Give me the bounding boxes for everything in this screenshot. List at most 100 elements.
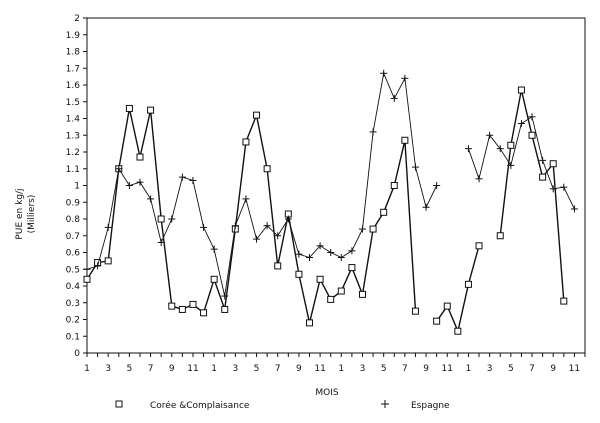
series-layer bbox=[83, 69, 578, 335]
x-axis: 1 3 5 7 9 11 1 3 5 7 9 11 1 3 5 7 9 11 1 3 5 7 9 11 bbox=[84, 353, 586, 374]
data-point-square bbox=[528, 131, 536, 139]
data-point-plus bbox=[475, 175, 483, 183]
x-tick-label: 9 bbox=[169, 364, 175, 374]
data-point-square bbox=[210, 275, 218, 283]
legend-label-coree: Corée &Complaisance bbox=[150, 400, 250, 411]
x-tick-label: 5 bbox=[127, 364, 133, 374]
data-point-plus bbox=[136, 178, 144, 186]
y-tick-label: 0.5 bbox=[66, 265, 80, 275]
y-tick-label: 1.6 bbox=[66, 81, 81, 91]
data-point-plus bbox=[253, 235, 261, 243]
x-tick-label: 7 bbox=[275, 364, 281, 374]
data-point-plus bbox=[517, 120, 525, 128]
data-point-plus bbox=[221, 292, 229, 300]
x-tick-label: 7 bbox=[402, 364, 408, 374]
series-line bbox=[86, 108, 417, 324]
y-tick-label: 1.4 bbox=[66, 115, 81, 125]
data-point-square bbox=[560, 297, 568, 305]
x-tick-label: 3 bbox=[105, 364, 111, 374]
y-tick-label: 0.6 bbox=[66, 249, 81, 259]
data-point-square bbox=[443, 302, 451, 310]
data-point-plus bbox=[528, 113, 536, 121]
data-point-plus bbox=[570, 205, 578, 213]
data-point-plus bbox=[411, 163, 419, 171]
data-point-plus bbox=[539, 156, 547, 164]
plot-frame bbox=[86, 17, 586, 354]
data-point-plus bbox=[507, 161, 515, 169]
data-point-square bbox=[369, 225, 377, 233]
data-point-plus bbox=[168, 215, 176, 223]
series-line bbox=[86, 71, 438, 297]
data-point-plus bbox=[327, 249, 335, 256]
data-point-plus bbox=[157, 238, 165, 246]
data-point-square bbox=[263, 165, 271, 173]
data-point-square bbox=[358, 290, 366, 298]
data-point-plus bbox=[496, 145, 504, 153]
data-point-square bbox=[401, 136, 409, 144]
data-point-square bbox=[274, 262, 282, 270]
data-point-square bbox=[253, 111, 261, 119]
data-point-square bbox=[316, 275, 324, 283]
data-point-square bbox=[125, 104, 133, 112]
data-point-square bbox=[242, 138, 250, 146]
y-tick-label: 0.3 bbox=[66, 299, 80, 309]
plot-border bbox=[86, 17, 586, 354]
data-point-plus bbox=[358, 225, 366, 233]
data-point-plus bbox=[306, 254, 314, 262]
data-point-square bbox=[454, 327, 462, 335]
data-point-plus bbox=[263, 222, 271, 230]
data-point-plus bbox=[115, 165, 123, 173]
data-point-plus bbox=[178, 173, 186, 181]
series-line bbox=[467, 116, 575, 210]
data-point-square bbox=[200, 309, 208, 317]
data-point-square bbox=[221, 305, 229, 313]
data-point-square bbox=[390, 182, 398, 189]
data-point-plus bbox=[560, 183, 568, 191]
data-point-square bbox=[83, 275, 91, 283]
data-point-plus bbox=[348, 247, 356, 255]
data-point-plus bbox=[369, 128, 377, 136]
y-axis: 0 0.1 0.2 0.3 0.4 0.5 0.6 0.7 0.8 0.9 1 1.1 1.2 1.3 1.… bbox=[66, 14, 87, 359]
data-point-square bbox=[496, 232, 504, 240]
x-tick-label: 7 bbox=[148, 364, 154, 374]
x-tick-label: 1 bbox=[338, 364, 344, 374]
y-tick-label: 0.4 bbox=[66, 282, 81, 292]
x-tick-label: 1 bbox=[211, 364, 217, 374]
data-point-square bbox=[189, 300, 197, 308]
data-point-plus bbox=[147, 195, 155, 203]
y-tick-label: 1 bbox=[74, 182, 80, 192]
data-point-square bbox=[306, 319, 314, 327]
y-axis-unit: (Milliers) bbox=[27, 195, 37, 234]
data-point-square bbox=[136, 153, 144, 161]
x-tick-label: 3 bbox=[232, 364, 238, 374]
x-tick-label: 5 bbox=[381, 364, 387, 374]
series-line bbox=[436, 245, 480, 334]
x-tick-label: 3 bbox=[487, 364, 493, 374]
data-point-square bbox=[411, 307, 419, 315]
y-tick-label: 0.2 bbox=[66, 316, 80, 326]
data-point-plus bbox=[274, 232, 282, 240]
y-tick-label: 1.5 bbox=[66, 98, 80, 108]
x-axis-title: MOIS bbox=[315, 388, 339, 398]
data-point-square bbox=[147, 106, 155, 114]
data-point-plus bbox=[337, 254, 345, 262]
data-point-plus bbox=[316, 242, 324, 250]
data-point-plus bbox=[104, 223, 112, 231]
data-point-square bbox=[517, 86, 525, 94]
data-point-plus bbox=[210, 245, 218, 253]
data-point-plus bbox=[231, 222, 239, 230]
data-point-plus bbox=[94, 262, 102, 270]
y-tick-label: 2 bbox=[74, 14, 80, 24]
data-point-square bbox=[549, 160, 557, 168]
data-point-plus bbox=[401, 74, 409, 82]
x-tick-label: 3 bbox=[360, 364, 366, 374]
data-point-plus bbox=[125, 182, 133, 189]
data-point-plus bbox=[284, 215, 292, 223]
x-tick-label: 11 bbox=[569, 364, 580, 374]
series-espagne bbox=[83, 69, 578, 300]
data-point-plus bbox=[433, 182, 441, 189]
data-point-plus bbox=[422, 203, 430, 211]
data-point-plus bbox=[189, 176, 197, 184]
x-tick-label: 11 bbox=[442, 364, 453, 374]
